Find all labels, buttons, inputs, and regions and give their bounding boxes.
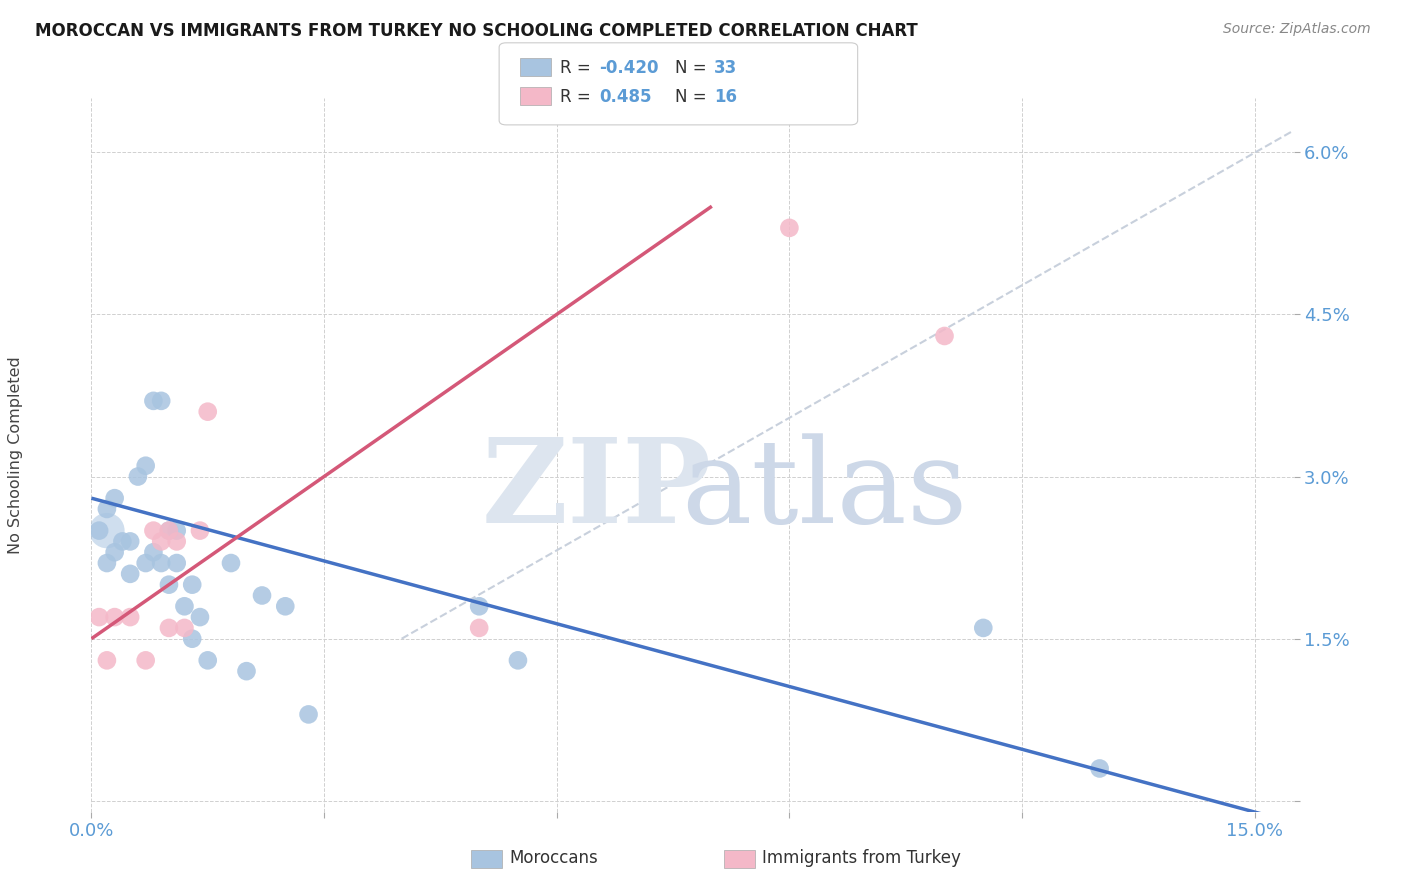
Point	[104, 610, 127, 624]
Text: ZIP: ZIP	[481, 434, 711, 548]
Text: 16: 16	[714, 88, 737, 106]
Point	[188, 610, 211, 624]
Point	[188, 524, 211, 538]
Point	[173, 599, 195, 614]
Point	[104, 545, 127, 559]
Point	[150, 556, 173, 570]
Text: 0.485: 0.485	[599, 88, 651, 106]
Point	[778, 220, 800, 235]
Point	[150, 393, 173, 408]
Point	[173, 621, 195, 635]
Point	[468, 621, 491, 635]
Point	[197, 653, 219, 667]
Point	[150, 534, 173, 549]
Point	[89, 610, 111, 624]
Point	[219, 556, 242, 570]
Text: R =: R =	[560, 59, 596, 77]
Point	[972, 621, 994, 635]
Point	[111, 534, 134, 549]
Text: N =: N =	[675, 88, 711, 106]
Point	[506, 653, 529, 667]
Point	[274, 599, 297, 614]
Point	[166, 534, 188, 549]
Point	[96, 653, 118, 667]
Point	[235, 664, 257, 678]
Point	[135, 653, 157, 667]
Point	[250, 589, 273, 603]
Point	[120, 534, 142, 549]
Text: -0.420: -0.420	[599, 59, 658, 77]
Y-axis label: No Schooling Completed: No Schooling Completed	[7, 356, 22, 554]
Point	[96, 524, 118, 538]
Text: MOROCCAN VS IMMIGRANTS FROM TURKEY NO SCHOOLING COMPLETED CORRELATION CHART: MOROCCAN VS IMMIGRANTS FROM TURKEY NO SC…	[35, 22, 918, 40]
Point	[157, 524, 180, 538]
Point	[166, 556, 188, 570]
Point	[120, 566, 142, 581]
Point	[96, 556, 118, 570]
Point	[297, 707, 319, 722]
Text: Moroccans: Moroccans	[509, 849, 598, 867]
Text: Immigrants from Turkey: Immigrants from Turkey	[762, 849, 960, 867]
Text: N =: N =	[675, 59, 711, 77]
Text: 33: 33	[714, 59, 738, 77]
Point	[1088, 762, 1111, 776]
Point	[96, 502, 118, 516]
Point	[157, 524, 180, 538]
Point	[89, 524, 111, 538]
Point	[120, 610, 142, 624]
Point	[157, 577, 180, 591]
Point	[142, 524, 165, 538]
Text: atlas: atlas	[682, 434, 967, 548]
Point	[157, 621, 180, 635]
Point	[468, 599, 491, 614]
Point	[135, 458, 157, 473]
Point	[135, 556, 157, 570]
Text: Source: ZipAtlas.com: Source: ZipAtlas.com	[1223, 22, 1371, 37]
Point	[181, 632, 204, 646]
Point	[181, 577, 204, 591]
Point	[934, 329, 956, 343]
Point	[166, 524, 188, 538]
Point	[104, 491, 127, 505]
Text: R =: R =	[560, 88, 596, 106]
Point	[127, 469, 149, 483]
Point	[142, 545, 165, 559]
Point	[197, 405, 219, 419]
Point	[142, 393, 165, 408]
